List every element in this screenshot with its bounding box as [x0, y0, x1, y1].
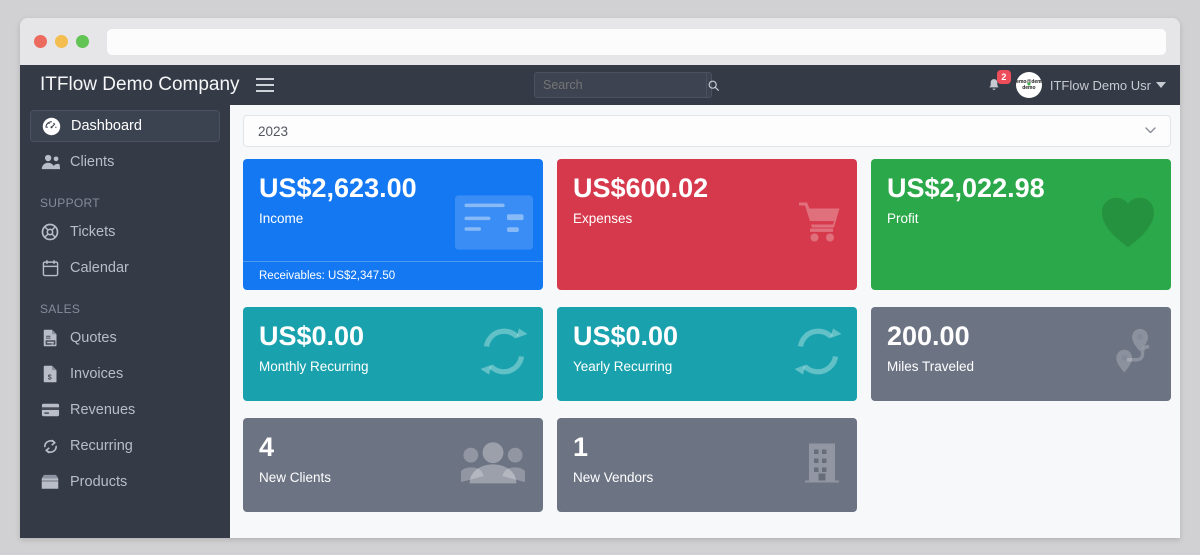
svg-text:$: $ [47, 373, 51, 381]
